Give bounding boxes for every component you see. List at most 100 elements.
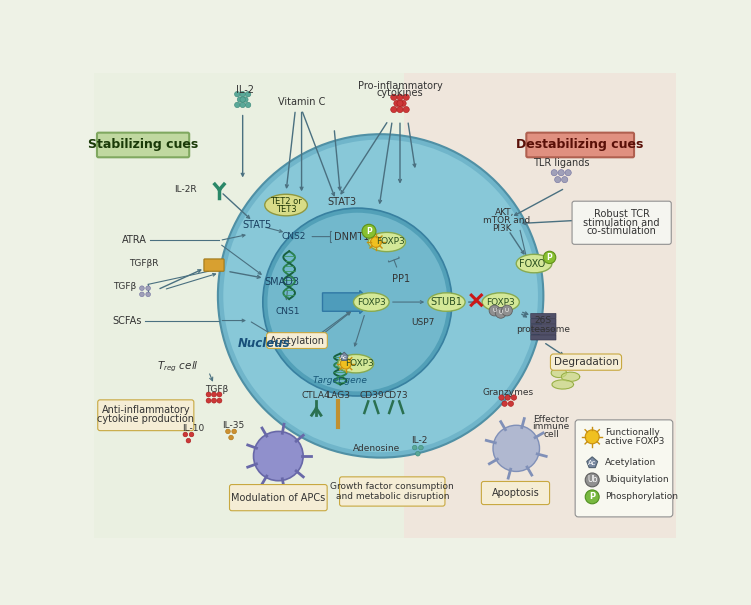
Circle shape <box>229 435 234 440</box>
Text: PP1: PP1 <box>393 274 411 284</box>
Text: CNS2: CNS2 <box>282 232 306 241</box>
Circle shape <box>415 451 420 456</box>
Text: P: P <box>589 492 596 502</box>
Circle shape <box>206 398 211 403</box>
Text: TET2 or: TET2 or <box>270 197 302 206</box>
Text: and metabolic disruption: and metabolic disruption <box>336 492 449 500</box>
Circle shape <box>489 305 500 316</box>
Polygon shape <box>561 372 580 381</box>
Circle shape <box>146 286 150 290</box>
Circle shape <box>505 395 511 401</box>
Text: U: U <box>493 308 496 313</box>
Circle shape <box>397 106 403 113</box>
Circle shape <box>246 102 251 108</box>
FancyBboxPatch shape <box>204 259 224 271</box>
Circle shape <box>585 490 599 504</box>
FancyBboxPatch shape <box>339 477 445 506</box>
Circle shape <box>508 401 514 407</box>
Text: FOXP3: FOXP3 <box>357 298 386 307</box>
Text: Ac: Ac <box>588 460 596 466</box>
Circle shape <box>493 425 539 471</box>
Text: FOXO: FOXO <box>520 258 546 269</box>
FancyBboxPatch shape <box>531 330 556 335</box>
Text: $T_{reg}$ cell: $T_{reg}$ cell <box>157 359 198 374</box>
Ellipse shape <box>338 355 374 373</box>
Text: TLR ligands: TLR ligands <box>533 159 590 168</box>
Circle shape <box>212 392 216 397</box>
Circle shape <box>225 429 231 434</box>
Circle shape <box>246 91 251 97</box>
Circle shape <box>585 473 599 487</box>
Text: Apoptosis: Apoptosis <box>492 488 539 498</box>
Circle shape <box>212 398 216 403</box>
Text: cell: cell <box>543 430 559 439</box>
Circle shape <box>391 94 397 100</box>
Text: DNMT1: DNMT1 <box>334 232 369 241</box>
Polygon shape <box>587 457 598 468</box>
Text: Robust TCR: Robust TCR <box>594 209 650 219</box>
Text: STAT3: STAT3 <box>327 197 357 207</box>
Text: PI3K: PI3K <box>492 224 511 233</box>
Ellipse shape <box>265 194 307 216</box>
Text: Vitamin C: Vitamin C <box>278 97 325 107</box>
Text: Pro-inflammatory: Pro-inflammatory <box>357 82 442 91</box>
Text: P: P <box>366 227 372 236</box>
Circle shape <box>237 97 243 102</box>
FancyBboxPatch shape <box>97 132 189 157</box>
Text: 26S: 26S <box>535 316 552 325</box>
Text: IL-2R: IL-2R <box>174 185 197 194</box>
Circle shape <box>240 97 246 102</box>
Circle shape <box>370 237 382 247</box>
Circle shape <box>558 169 564 176</box>
Text: STUB1: STUB1 <box>430 297 463 307</box>
Circle shape <box>397 94 403 100</box>
Text: TGFβ: TGFβ <box>113 282 137 291</box>
FancyBboxPatch shape <box>230 485 327 511</box>
Circle shape <box>263 208 452 396</box>
Text: FOXP3: FOXP3 <box>376 238 405 246</box>
Text: TET3: TET3 <box>276 205 297 214</box>
Bar <box>404 73 676 538</box>
Text: Modulation of APCs: Modulation of APCs <box>231 492 325 503</box>
Circle shape <box>189 432 194 437</box>
Circle shape <box>243 97 248 102</box>
Ellipse shape <box>482 293 520 312</box>
Circle shape <box>140 286 144 290</box>
Circle shape <box>565 169 572 176</box>
Text: Stabilizing cues: Stabilizing cues <box>88 139 198 151</box>
Circle shape <box>217 398 222 403</box>
Text: Degradation: Degradation <box>553 357 618 367</box>
Text: ATRA: ATRA <box>122 235 146 246</box>
Text: Functionally: Functionally <box>605 428 660 437</box>
Text: Acetylation: Acetylation <box>270 336 324 345</box>
Text: Ubiquitylation: Ubiquitylation <box>605 476 669 485</box>
Text: stimulation and: stimulation and <box>584 218 660 227</box>
Circle shape <box>183 432 188 437</box>
Circle shape <box>502 305 512 316</box>
Bar <box>94 73 404 538</box>
Text: mTOR and: mTOR and <box>484 216 530 225</box>
Circle shape <box>240 91 246 97</box>
Text: immune: immune <box>532 422 570 431</box>
Text: CD39: CD39 <box>359 391 384 401</box>
Circle shape <box>240 102 246 108</box>
Text: co-stimulation: co-stimulation <box>587 226 656 236</box>
Text: cytokines: cytokines <box>377 88 424 99</box>
Circle shape <box>218 134 544 457</box>
Circle shape <box>511 395 517 401</box>
FancyBboxPatch shape <box>526 132 634 157</box>
Text: IL-2: IL-2 <box>236 85 254 94</box>
Text: active FOXP3: active FOXP3 <box>605 437 665 446</box>
Circle shape <box>340 358 351 369</box>
Text: IL-10: IL-10 <box>182 424 204 433</box>
Circle shape <box>554 177 561 183</box>
Circle shape <box>223 140 538 452</box>
Text: Anti-inflammatory: Anti-inflammatory <box>101 405 190 415</box>
Text: SMAD3: SMAD3 <box>264 277 300 287</box>
Circle shape <box>146 292 150 296</box>
Text: Growth factor consumption: Growth factor consumption <box>330 482 454 491</box>
Ellipse shape <box>516 254 552 273</box>
Circle shape <box>562 177 568 183</box>
Circle shape <box>551 169 557 176</box>
FancyBboxPatch shape <box>531 335 556 340</box>
